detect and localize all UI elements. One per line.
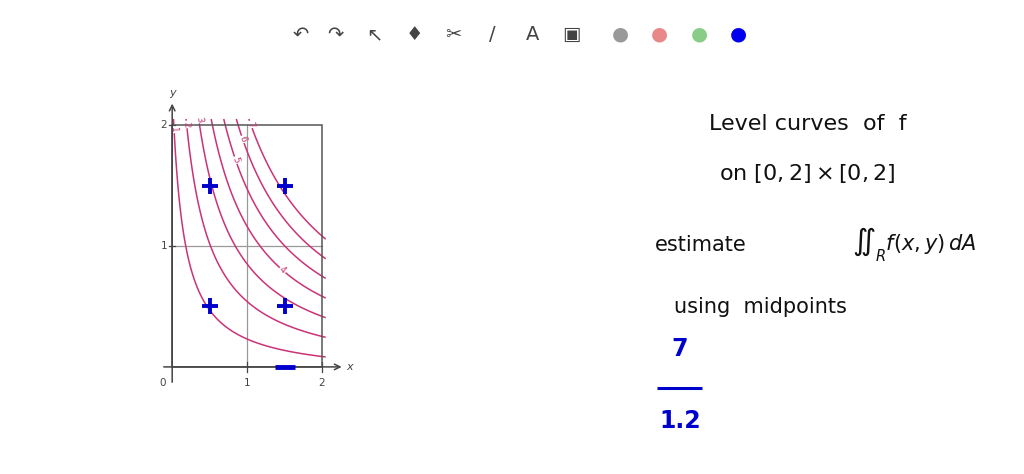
Text: 2: 2 [318,378,326,388]
Text: 0: 0 [160,378,166,388]
Text: ▣: ▣ [562,25,581,44]
Text: 2: 2 [182,121,191,128]
Text: ●: ● [612,25,629,44]
Text: 2: 2 [161,120,167,130]
Text: 1.2: 1.2 [659,410,700,433]
Text: estimate: estimate [654,235,746,255]
Text: ↖: ↖ [367,25,383,44]
Text: 5: 5 [230,156,241,164]
Text: x: x [347,362,353,372]
Text: Level curves  of  f: Level curves of f [709,114,906,134]
Text: 7: 7 [672,337,688,361]
Text: ↶: ↶ [293,25,309,44]
Text: 4: 4 [278,265,288,275]
Text: 1: 1 [169,126,179,132]
Text: ●: ● [651,25,669,44]
Text: $\iint_R f(x,y)\,dA$: $\iint_R f(x,y)\,dA$ [852,225,977,264]
Text: ✂: ✂ [445,25,462,44]
Text: /: / [489,25,496,44]
Text: y: y [169,89,175,99]
Text: 7: 7 [246,120,256,128]
Text: on $[0,2]\times[0,2]$: on $[0,2]\times[0,2]$ [720,162,896,185]
Text: ♦: ♦ [406,25,423,44]
Text: ●: ● [730,25,748,44]
Bar [172,125,322,367]
Text: 3: 3 [194,116,204,123]
Text: 6: 6 [238,135,248,144]
Text: 1: 1 [161,241,167,251]
Text: 1: 1 [244,378,251,388]
Text: ↷: ↷ [328,25,344,44]
Text: ●: ● [690,25,708,44]
Text: using  midpoints: using midpoints [674,297,847,317]
Text: A: A [525,25,539,44]
